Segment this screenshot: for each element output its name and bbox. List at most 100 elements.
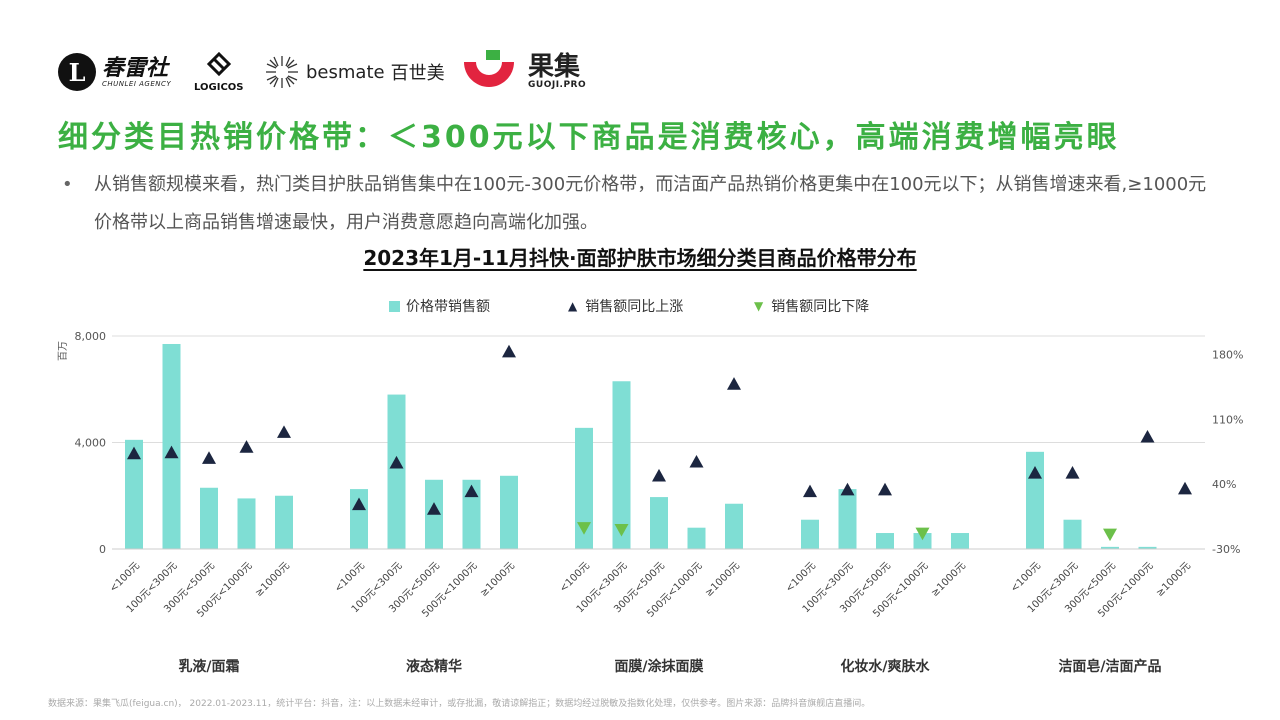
bar [876, 533, 894, 549]
legend-bar-label: 价格带销售额 [406, 299, 490, 315]
price-band-chart: 04,0008,000百万-30%40%110%180%<100元100元<30… [57, 330, 1243, 675]
yoy-up-marker [727, 377, 741, 390]
yoy-up-marker [239, 440, 254, 453]
y-tick-label: 4,000 [75, 437, 107, 450]
group-label: 洁面皂/洁面产品 [1058, 658, 1161, 675]
bar [913, 533, 932, 549]
source-footnote: 数据来源：果集飞瓜(feigua.cn)， 2022.01-2023.11，统计… [48, 699, 871, 709]
logicos-name: LOGICOS [194, 81, 244, 93]
bar [838, 489, 857, 549]
category-label: <100元 [784, 560, 818, 594]
bar [650, 497, 668, 549]
y-axis-label: 百万 [57, 341, 69, 361]
yoy-up-marker [502, 344, 516, 358]
logicos-logo: LOGICOS [194, 46, 244, 98]
bar [951, 533, 969, 549]
y-tick-label: 8,000 [75, 330, 107, 343]
chart-title-text: 2023年1月-11月抖快·面部护肤市场细分类目商品价格带分布 [363, 246, 917, 270]
y2-tick-label: 110% [1212, 413, 1243, 426]
category-label: <100元 [558, 560, 592, 594]
chunlei-logo: L 春雷社 CHUNLEI AGENCY [58, 46, 171, 98]
yoy-down-marker [915, 527, 930, 541]
group-label: 面膜/涂抹面膜 [614, 658, 703, 675]
yoy-up-marker [464, 484, 479, 498]
yoy-up-marker [277, 425, 291, 438]
category-label: <100元 [108, 560, 142, 594]
yoy-up-marker [1028, 466, 1042, 479]
category-label: ≥1000元 [478, 560, 517, 599]
category-label: ≥1000元 [929, 560, 968, 599]
triangle-up-icon: ▲ [568, 299, 578, 313]
bar [612, 381, 631, 549]
group-label: 液态精华 [406, 658, 462, 675]
bar [237, 498, 256, 549]
besmate-logo: besmate 百世美 [264, 46, 445, 98]
yoy-up-marker [352, 497, 366, 511]
bullet-text: 从销售额规模来看，热门类目护肤品销售集中在100元-300元价格带，而洁面产品热… [94, 174, 1207, 233]
bar [200, 487, 218, 549]
yoy-up-marker [389, 455, 404, 469]
bar [1101, 546, 1119, 549]
besmate-burst-icon [266, 56, 298, 88]
yoy-up-marker [202, 451, 216, 464]
yoy-up-marker [164, 445, 179, 459]
yoy-down-marker [577, 522, 591, 535]
yoy-up-marker [878, 482, 892, 496]
logicos-icon [206, 51, 231, 76]
bar [801, 519, 819, 549]
bar [687, 527, 706, 549]
legend-item-bar: 价格带销售额 [389, 296, 490, 316]
group-label: 乳液/面霜 [178, 658, 239, 675]
bar [500, 475, 518, 549]
yoy-down-marker [1103, 528, 1117, 542]
bar [575, 427, 593, 549]
yoy-up-marker [1065, 466, 1080, 479]
chart-legend: 价格带销售额 ▲ 销售额同比上涨 ▼ 销售额同比下降 [0, 296, 1280, 318]
group-label: 化妆水/爽肤水 [840, 658, 930, 675]
chunlei-name-en: CHUNLEI AGENCY [102, 79, 172, 88]
legend-item-up: ▲ 销售额同比上涨 [568, 296, 683, 316]
y2-tick-label: 180% [1212, 349, 1243, 362]
guoji-name-en: GUOJI.PRO [528, 80, 587, 90]
legend-up-label: 销售额同比上涨 [585, 299, 684, 315]
y2-tick-label: -30% [1212, 543, 1240, 556]
bar [1138, 546, 1157, 549]
category-label: ≥1000元 [703, 560, 742, 599]
bar [387, 394, 406, 549]
y-tick-label: 0 [99, 543, 106, 556]
yoy-up-marker [803, 484, 817, 498]
chunlei-name-cn: 春雷社 [102, 54, 169, 81]
bar [1063, 519, 1082, 549]
guoji-name-cn: 果集 [528, 52, 581, 82]
bar [350, 489, 368, 549]
chunlei-mark: L [58, 53, 96, 91]
besmate-name-cn: 百世美 [390, 63, 445, 84]
y2-tick-label: 40% [1212, 478, 1236, 491]
category-label: <100元 [333, 560, 367, 594]
chart-title: 2023年1月-11月抖快·面部护肤市场细分类目商品价格带分布 [0, 242, 1280, 271]
logo-bar: L 春雷社 CHUNLEI AGENCY LOGICOS besmate [58, 46, 618, 98]
bullet-marker: • [62, 174, 73, 195]
yoy-up-marker [840, 482, 855, 496]
yoy-up-marker [652, 468, 666, 482]
guoji-mark-icon [464, 50, 514, 87]
yoy-down-marker [614, 523, 629, 537]
besmate-name-en: besmate [306, 61, 385, 83]
yoy-up-marker [1140, 429, 1155, 443]
legend-down-label: 销售额同比下降 [771, 299, 870, 315]
yoy-up-marker [1178, 481, 1192, 495]
legend-item-down: ▼ 销售额同比下降 [754, 296, 869, 316]
category-label: <100元 [1009, 560, 1043, 594]
bar [125, 439, 143, 549]
legend-bar-swatch [389, 300, 400, 312]
bar [725, 503, 743, 549]
yoy-up-marker [427, 502, 441, 515]
yoy-up-marker [689, 454, 704, 468]
category-label: ≥1000元 [1154, 560, 1193, 599]
page-headline: 细分类目热销价格带：＜300元以下商品是消费核心，高端消费增幅亮眼 [58, 120, 1120, 155]
summary-bullet: • 从销售额规模来看，热门类目护肤品销售集中在100元-300元价格带，而洁面产… [62, 166, 1212, 242]
guoji-logo: 果集 GUOJI.PRO [456, 46, 586, 98]
triangle-down-icon: ▼ [754, 299, 764, 313]
bar [275, 495, 293, 549]
yoy-up-marker [127, 446, 141, 460]
